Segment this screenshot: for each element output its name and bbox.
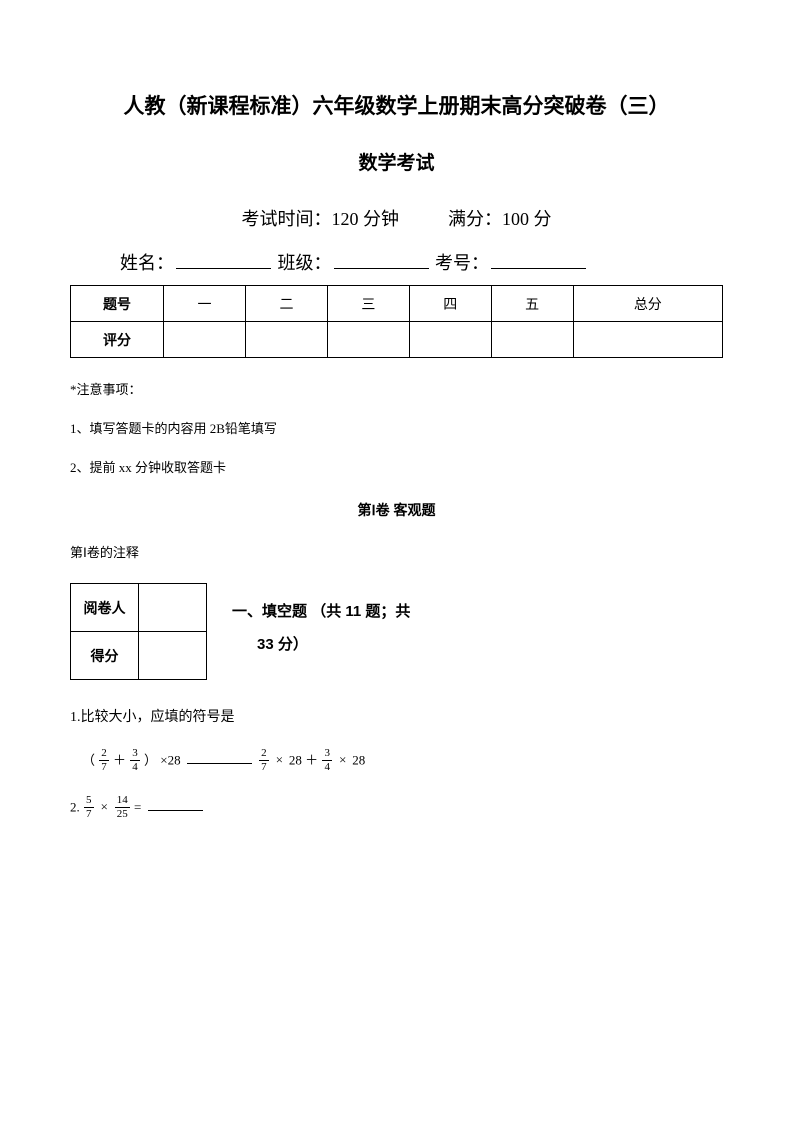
grader-blank[interactable]: [139, 584, 207, 632]
fraction-3-4: 3 4: [322, 748, 332, 773]
fraction-2-7: 2 7: [99, 748, 109, 773]
table-row: 题号 一 二 三 四 五 总分: [71, 286, 723, 322]
score-blank[interactable]: [139, 632, 207, 680]
time-label: 考试时间：: [242, 209, 332, 229]
denominator: 7: [99, 761, 109, 773]
class-blank[interactable]: [334, 251, 429, 269]
fraction-14-25: 14 25: [115, 795, 130, 820]
cell-col-2: 二: [246, 286, 328, 322]
note-1: 1、填写答题卡的内容用 2B铅笔填写: [70, 419, 723, 440]
lparen: （: [82, 752, 95, 767]
sub-title: 数学考试: [70, 148, 723, 175]
part-row: 阅卷人 得分 一、填空题 （共 11 题；共 33 分）: [70, 583, 723, 680]
equals-sign: =: [134, 799, 141, 814]
cell-score-4[interactable]: [409, 322, 491, 358]
n28: 28: [286, 752, 306, 767]
multiply-sign: ×: [100, 799, 109, 814]
question-1-body: （ 2 7 ＋ 3 4 ） ×28 2 7 × 28 ＋ 3 4 × 28: [82, 749, 723, 774]
main-title: 人教（新课程标准）六年级数学上册期末高分突破卷（三）: [70, 90, 723, 120]
part-title-points: 33 分）: [257, 636, 308, 653]
fraction-5-7: 5 7: [84, 795, 94, 820]
cell-score-5[interactable]: [491, 322, 573, 358]
table-row: 评分: [71, 322, 723, 358]
cell-col-4: 四: [409, 286, 491, 322]
question-2: 2. 5 7 × 14 25 =: [70, 796, 723, 821]
question-1: 1.比较大小，应填的符号是: [70, 705, 723, 730]
denominator: 7: [84, 808, 94, 820]
identity-line: 姓名： 班级： 考号：: [70, 249, 723, 275]
time-value: 120 分钟: [332, 209, 400, 229]
grader-label: 阅卷人: [71, 584, 139, 632]
exam-info-line: 考试时间：120 分钟 满分：100 分: [70, 205, 723, 231]
denominator: 7: [259, 761, 269, 773]
exam-page: 人教（新课程标准）六年级数学上册期末高分突破卷（三） 数学考试 考试时间：120…: [0, 0, 793, 885]
score-table: 题号 一 二 三 四 五 总分 评分: [70, 285, 723, 358]
n28: 28: [349, 752, 365, 767]
rparen: ）: [144, 752, 157, 767]
denominator: 4: [322, 761, 332, 773]
multiply-sign: ×: [338, 752, 347, 767]
numerator: 14: [115, 795, 130, 808]
full-label: 满分：: [448, 209, 502, 229]
notes-block: *注意事项： 1、填写答题卡的内容用 2B铅笔填写 2、提前 xx 分钟收取答题…: [70, 380, 723, 478]
cell-qno-label: 题号: [71, 286, 164, 322]
cell-col-5: 五: [491, 286, 573, 322]
fraction-3-4: 3 4: [130, 748, 140, 773]
id-blank[interactable]: [491, 251, 586, 269]
table-row: 阅卷人: [71, 584, 207, 632]
part-title-detail: （共 11 题；共: [311, 603, 410, 620]
numerator: 2: [99, 748, 109, 761]
cell-score-3[interactable]: [327, 322, 409, 358]
times-28: ×28: [160, 752, 180, 767]
answer-blank[interactable]: [187, 752, 252, 764]
cell-col-1: 一: [164, 286, 246, 322]
name-blank[interactable]: [176, 251, 271, 269]
cell-score-total[interactable]: [573, 322, 722, 358]
note-2: 2、提前 xx 分钟收取答题卡: [70, 458, 723, 479]
name-label: 姓名：: [120, 253, 174, 273]
numerator: 3: [322, 748, 332, 761]
part-title-prefix: 一、填空题: [232, 603, 307, 620]
score-label: 得分: [71, 632, 139, 680]
class-label: 班级：: [278, 253, 332, 273]
volume-note: 第Ⅰ卷的注释: [70, 542, 723, 561]
fraction-2-7: 2 7: [259, 748, 269, 773]
answer-blank[interactable]: [148, 799, 203, 811]
multiply-sign: ×: [275, 752, 284, 767]
cell-score-2[interactable]: [246, 322, 328, 358]
table-row: 得分: [71, 632, 207, 680]
q2-prefix: 2.: [70, 799, 80, 814]
numerator: 5: [84, 795, 94, 808]
plus-sign: ＋: [305, 752, 321, 767]
notes-heading: *注意事项：: [70, 380, 723, 401]
id-label: 考号：: [435, 253, 489, 273]
cell-score-label: 评分: [71, 322, 164, 358]
plus-sign: ＋: [113, 752, 129, 767]
denominator: 25: [115, 808, 130, 820]
cell-col-total: 总分: [573, 286, 722, 322]
denominator: 4: [130, 761, 140, 773]
full-value: 100 分: [502, 209, 552, 229]
cell-score-1[interactable]: [164, 322, 246, 358]
numerator: 3: [130, 748, 140, 761]
numerator: 2: [259, 748, 269, 761]
cell-col-3: 三: [327, 286, 409, 322]
grader-table: 阅卷人 得分: [70, 583, 207, 680]
part-title: 一、填空题 （共 11 题；共 33 分）: [232, 583, 410, 661]
volume-header: 第Ⅰ卷 客观题: [70, 500, 723, 520]
